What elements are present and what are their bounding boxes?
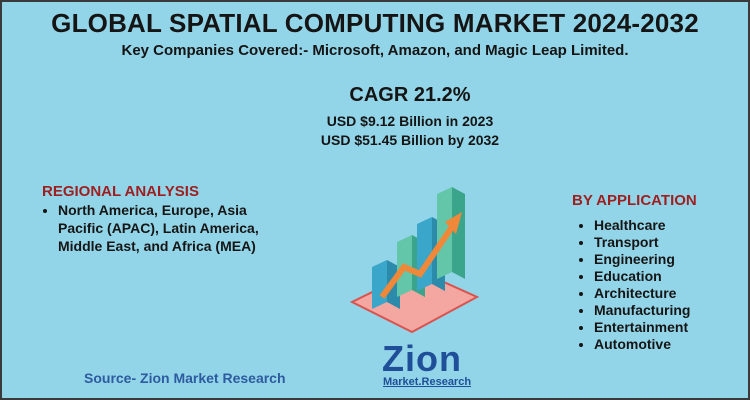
market-values: USD $9.12 Billion in 2023 USD $51.45 Bil… <box>2 112 748 150</box>
subtitle: Key Companies Covered:- Microsoft, Amazo… <box>121 42 629 59</box>
section-heading: REGIONAL ANALYSIS <box>42 183 199 200</box>
arrow-head <box>445 212 462 234</box>
list-item: Architecture <box>594 285 690 302</box>
trend-arrow <box>379 225 455 299</box>
list-item: Healthcare <box>594 217 690 234</box>
application-list: HealthcareTransportEngineeringEducationA… <box>578 217 690 353</box>
list-item: Automotive <box>594 336 690 353</box>
growth-illustration <box>349 187 480 334</box>
logo-name: Zion <box>382 338 462 379</box>
bar-3d <box>417 217 432 291</box>
market-value-line: USD $9.12 Billion in 2023 <box>326 113 494 129</box>
source: Source- Zion Market Research <box>84 370 286 386</box>
list-item: Transport <box>594 234 690 251</box>
bar-3d <box>452 187 465 279</box>
list-item: Entertainment <box>594 319 690 336</box>
list-item: Education <box>594 268 690 285</box>
market-value-line: USD $51.45 Billion by 2032 <box>320 132 500 148</box>
bar-3d <box>372 260 387 309</box>
logo-tagline: Market.Research <box>383 376 472 388</box>
section-heading: BY APPLICATION <box>572 192 697 209</box>
list-item: North America, Europe, Asia Pacific (APA… <box>58 201 288 255</box>
list-item: Engineering <box>594 251 690 268</box>
regional-list: North America, Europe, Asia Pacific (APA… <box>42 201 288 255</box>
title: GLOBAL SPATIAL COMPUTING MARKET 2024-203… <box>51 8 699 38</box>
list-item: Manufacturing <box>594 302 690 319</box>
cagr: CAGR 21.2% <box>349 84 471 106</box>
